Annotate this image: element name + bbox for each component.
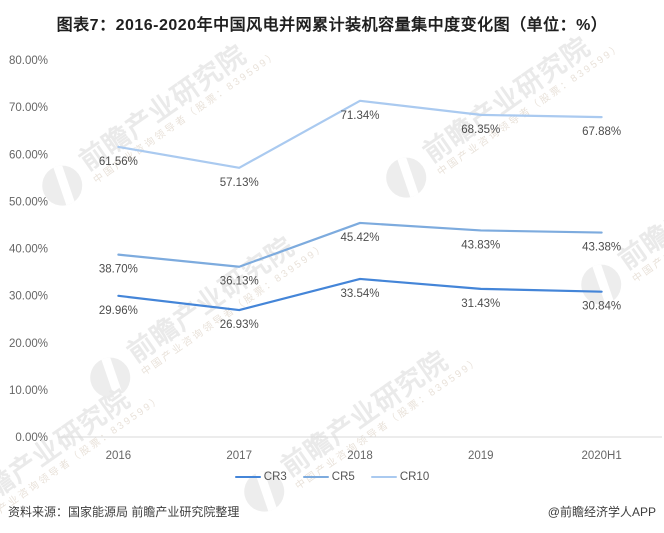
svg-text:60.00%: 60.00% [9,149,48,161]
svg-text:43.38%: 43.38% [582,242,621,254]
svg-text:29.96%: 29.96% [99,305,138,317]
svg-text:10.00%: 10.00% [9,385,48,397]
svg-text:0.00%: 0.00% [15,432,48,444]
svg-text:20.00%: 20.00% [9,338,48,350]
svg-text:2019: 2019 [468,450,494,462]
legend-item-cr5: CR5 [302,471,355,483]
brand-text: @前瞻经济学人APP [547,505,656,519]
legend-line-swatch [302,475,329,479]
svg-text:68.35%: 68.35% [461,124,500,136]
svg-text:43.83%: 43.83% [461,239,500,251]
legend-label: CR5 [331,471,355,483]
svg-text:57.13%: 57.13% [220,177,259,189]
legend-line-swatch [234,475,261,479]
svg-text:50.00%: 50.00% [9,196,48,208]
legend-item-cr3: CR3 [234,471,287,483]
source-text: 资料来源：国家能源局 前瞻产业研究院整理 [8,505,240,519]
svg-text:2016: 2016 [106,450,132,462]
svg-text:36.13%: 36.13% [220,276,259,288]
svg-text:61.56%: 61.56% [99,156,138,168]
svg-text:2017: 2017 [226,450,252,462]
chart-title: 图表7：2016-2020年中国风电并网累计装机容量集中度变化图（单位：%） [56,17,608,34]
svg-text:2018: 2018 [347,450,373,462]
svg-text:67.88%: 67.88% [582,126,621,138]
svg-text:80.00%: 80.00% [9,55,48,67]
svg-text:2020H1: 2020H1 [581,450,621,462]
svg-text:40.00%: 40.00% [9,244,48,256]
chart-footer: 资料来源：国家能源局 前瞻产业研究院整理 @前瞻经济学人APP [8,503,656,520]
legend-item-cr10: CR10 [370,471,430,483]
svg-text:70.00%: 70.00% [9,102,48,114]
legend-label: CR10 [399,471,430,483]
legend-line-swatch [370,475,397,479]
svg-text:45.42%: 45.42% [340,232,379,244]
svg-text:26.93%: 26.93% [220,319,259,331]
svg-text:33.54%: 33.54% [340,288,379,300]
svg-text:30.00%: 30.00% [9,291,48,303]
svg-text:31.43%: 31.43% [461,298,500,310]
svg-text:30.84%: 30.84% [582,301,621,313]
svg-text:71.34%: 71.34% [340,110,379,122]
legend-label: CR3 [263,471,287,483]
chart-legend: CR3 CR5 CR10 [0,471,664,483]
svg-text:38.70%: 38.70% [99,264,138,276]
